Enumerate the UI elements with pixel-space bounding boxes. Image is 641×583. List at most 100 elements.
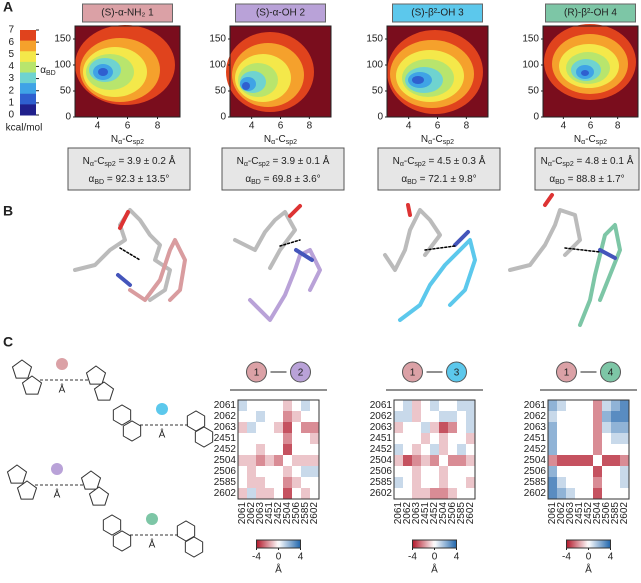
colorbar-tick-label: 1: [8, 97, 14, 108]
text-part: α: [401, 174, 407, 185]
heatmap-cell: [593, 466, 603, 478]
heatmap-cell: [265, 455, 275, 467]
column-label: 2062: [402, 502, 413, 525]
dimer-diagram: [6, 464, 110, 506]
colorbar-band: [594, 540, 597, 548]
pair-circle: [290, 361, 311, 383]
colorbar-tick-label: 0: [8, 110, 14, 121]
heatmap-cell: [265, 477, 275, 489]
heatmap-cell: [602, 477, 612, 489]
y-tick-label: 50: [372, 86, 384, 97]
row-label: 2506: [370, 466, 393, 477]
energy-contour: [242, 82, 250, 90]
row-label: 2452: [524, 444, 547, 455]
column-label: 2602: [619, 502, 630, 525]
heatmap-cell: [301, 455, 311, 467]
heatmap-cell: [584, 411, 594, 423]
heatmap-cell: [593, 477, 603, 489]
colorbar-band: [602, 540, 605, 548]
heatmap-cell: [238, 422, 248, 434]
column-label: 2063: [411, 502, 422, 525]
heatmap-cell: [457, 400, 467, 412]
heatmap-cell: [265, 411, 275, 423]
colorbar-band: [592, 540, 595, 548]
row-label: 2063: [214, 422, 237, 433]
heatmap-cell: [403, 422, 413, 434]
colorbar-unit: Å: [585, 563, 592, 576]
colorbar-band: [262, 540, 265, 548]
pair-label: 2: [298, 368, 304, 379]
heatmap-cell: [412, 422, 422, 434]
colorbar-band: [268, 540, 271, 548]
heatmap-cell: [575, 466, 585, 478]
pair-label: 1: [410, 368, 416, 379]
colorbar-band: [256, 540, 259, 548]
colorbar-band: [604, 540, 607, 548]
heatmap-cell: [593, 444, 603, 456]
heatmap-cell: [457, 466, 467, 478]
text-part: = 92.3 ± 13.5°: [104, 174, 169, 185]
heatmap-cell: [292, 400, 302, 412]
title-box: [235, 3, 326, 23]
heatmap-cell: [557, 444, 567, 456]
heatmap-cell: [566, 400, 576, 412]
heatmap-cell: [301, 433, 311, 445]
heatmap-cell: [593, 433, 603, 445]
heatmap-cell: [466, 455, 476, 467]
column-label: 2062: [246, 502, 257, 525]
heatmap-cell: [439, 477, 449, 489]
colorbar-band: [432, 540, 435, 548]
pair-label: 4: [608, 368, 614, 379]
heatmap-cell: [557, 488, 567, 500]
pair-circle: [600, 361, 621, 383]
colorbar-band: [264, 540, 267, 548]
heatmap-cell: [448, 444, 458, 456]
heatmap-cell: [602, 444, 612, 456]
heatmap-cell: [283, 477, 293, 489]
column-label: 2451: [574, 502, 585, 525]
heatmap-cell: [283, 488, 293, 500]
ring: [184, 536, 204, 558]
colorbar-band: [444, 540, 447, 548]
heatmap-cell: [256, 411, 266, 423]
colorbar-band: [296, 540, 299, 548]
pair-circle: [402, 361, 423, 383]
colorbar-band: [440, 540, 443, 548]
heatmap-cell: [283, 422, 293, 434]
colorbar-band: [574, 540, 577, 548]
heatmap-cell: [430, 444, 440, 456]
heatmap-cell: [256, 488, 266, 500]
heatmap-cell: [421, 444, 431, 456]
heatmap-cell: [310, 488, 320, 500]
text-part: α: [428, 139, 432, 146]
row-label: 2506: [214, 466, 237, 477]
colorbar-band: [272, 540, 275, 548]
heatmap-cell: [448, 455, 458, 467]
heatmap-cell: [620, 444, 630, 456]
heatmap-cell: [310, 466, 320, 478]
colorbar-band: [426, 540, 429, 548]
x-tick-label: 4: [249, 121, 255, 132]
colorbar-tick-label: 0: [432, 552, 438, 563]
heatmap-cell: [611, 411, 621, 423]
colorbar-tick-label: -4: [562, 552, 571, 563]
heatmap-cell: [584, 422, 594, 434]
pair-label: 3: [454, 368, 460, 379]
ring: [176, 520, 196, 542]
y-tick-label: 0: [533, 112, 539, 123]
energy-contour: [412, 76, 424, 84]
text-part: α: [549, 174, 555, 185]
heatmap-cell: [457, 455, 467, 467]
text-part: N: [83, 156, 90, 167]
heatmap-cell: [584, 466, 594, 478]
colorbar-band: [596, 540, 599, 548]
colorbar-band: [20, 61, 36, 73]
heatmap-cell: [265, 400, 275, 412]
heatmap-cell: [575, 444, 585, 456]
column-label: 2506: [447, 502, 458, 525]
distance-label: Å: [159, 428, 166, 441]
heatmap-cell: [457, 422, 467, 434]
heatmap-cell: [548, 488, 558, 500]
colorbar-unit: kcal/mol: [6, 123, 43, 134]
text-part: = 88.8 ± 1.7°: [565, 174, 625, 185]
